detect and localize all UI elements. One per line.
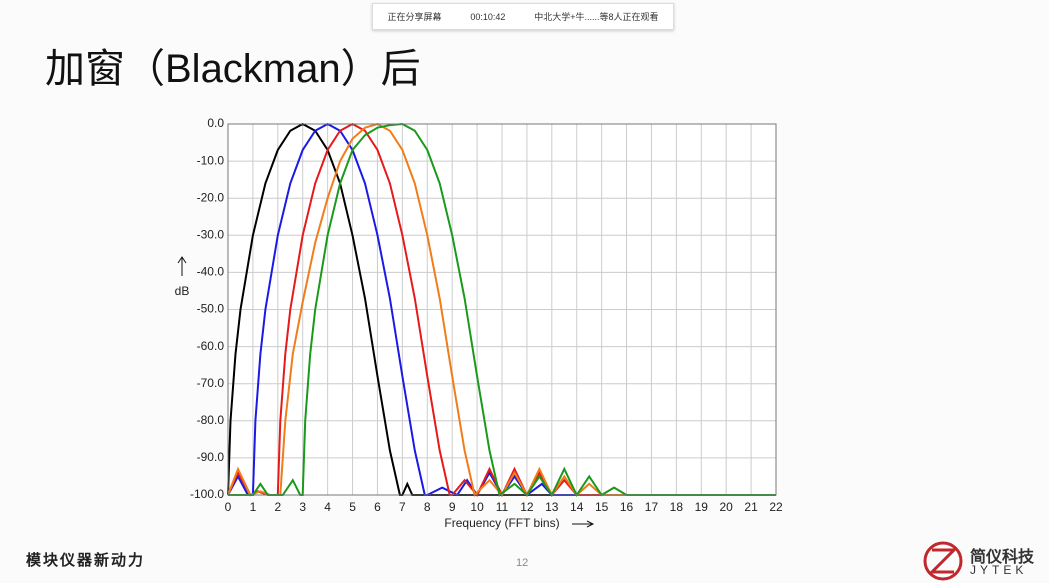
x-tick-label: 14 (570, 500, 584, 514)
y-tick-label: -60.0 (197, 339, 225, 353)
series-line (227, 122, 776, 498)
x-tick-label: 13 (545, 500, 559, 514)
logo-text-en: JYTEK (970, 563, 1028, 577)
y-tick-label: -10.0 (197, 153, 225, 167)
y-tick-label: -90.0 (197, 450, 225, 464)
share-viewers: 中北大学+牛......等8人正在观看 (534, 12, 659, 22)
logo-text: 简仪科技 (970, 549, 1035, 566)
x-tick-label: 21 (744, 500, 758, 514)
x-tick-label: 17 (645, 500, 659, 514)
y-tick-label: -50.0 (197, 302, 225, 316)
y-tick-label: -80.0 (197, 413, 225, 427)
y-tick-label: -40.0 (197, 265, 225, 279)
slide-title: 加窗（Blackman）后 (45, 47, 421, 91)
share-bar: 正在分享屏幕 00:10:42 中北大学+牛......等8人正在观看 (372, 3, 674, 30)
y-tick-label: -20.0 (197, 190, 225, 204)
x-tick-label: 15 (595, 500, 609, 514)
y-tick-label: -70.0 (197, 376, 225, 390)
x-tick-label: 18 (670, 500, 684, 514)
x-tick-label: 7 (399, 500, 406, 514)
x-tick-label: 3 (299, 500, 306, 514)
x-tick-label: 22 (769, 500, 783, 514)
x-arrow (572, 520, 595, 528)
x-tick-label: 1 (250, 500, 257, 514)
x-tick-label: 19 (695, 500, 709, 514)
x-tick-label: 10 (470, 500, 484, 514)
x-tick-label: 6 (374, 500, 381, 514)
y-tick-label: 0.0 (207, 116, 224, 130)
x-tick-label: 5 (349, 500, 356, 514)
page-number: 12 (516, 557, 529, 569)
y-tick-label: -100.0 (190, 487, 224, 501)
share-time: 00:10:42 (470, 11, 506, 22)
x-tick-label: 2 (274, 500, 281, 514)
x-tick-label: 0 (225, 500, 232, 514)
x-axis-label: Frequency (FFT bins) (444, 516, 559, 530)
x-tick-label: 8 (424, 500, 431, 514)
plot-frame (227, 123, 777, 496)
x-tick-label: 12 (520, 500, 534, 514)
x-tick-label: 16 (620, 500, 634, 514)
x-tick-label: 11 (496, 500, 509, 514)
y-axis-label: dB (175, 284, 190, 298)
x-tick-label: 9 (449, 500, 456, 514)
share-status: 正在分享屏幕 (387, 12, 442, 22)
y-tick-label: -30.0 (197, 227, 225, 241)
x-tick-label: 4 (324, 500, 331, 514)
y-arrow (177, 256, 187, 276)
slide-footer: 模块仪器新动力 (26, 552, 146, 569)
logo-mark (923, 541, 963, 581)
x-tick-label: 20 (720, 500, 734, 514)
